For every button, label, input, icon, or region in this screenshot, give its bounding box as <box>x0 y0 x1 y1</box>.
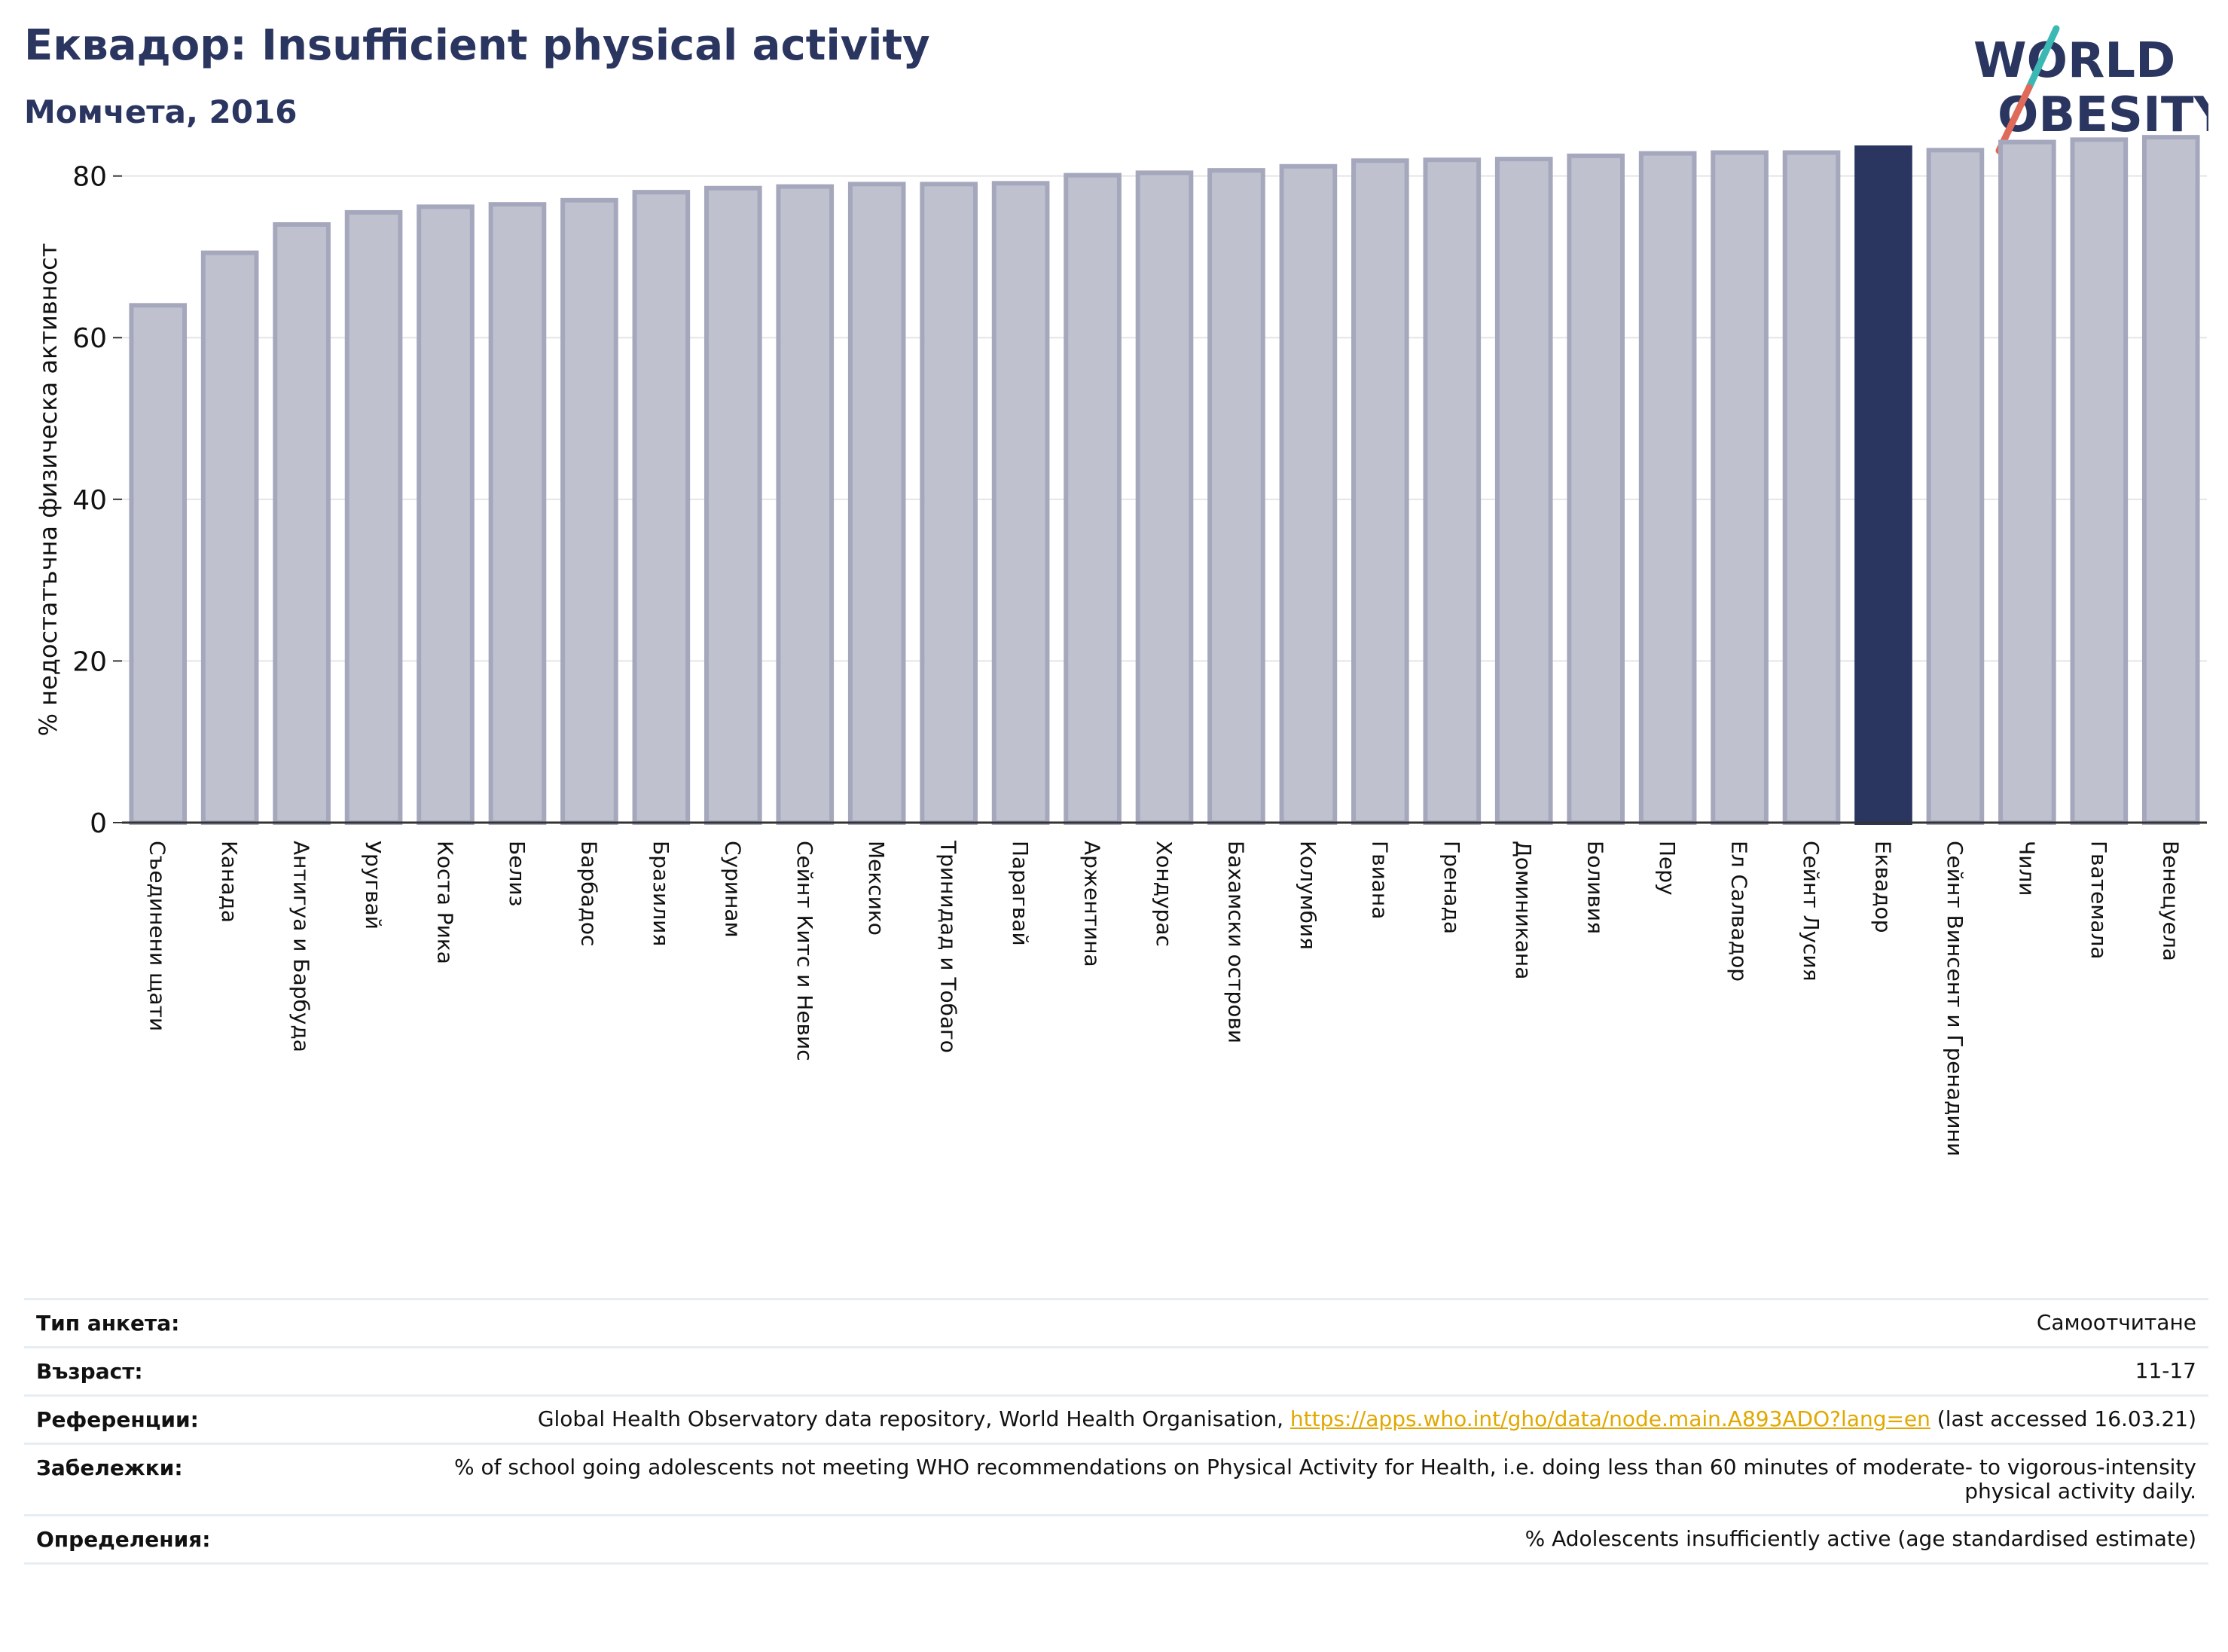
x-tick-label: Сейнт Лусия <box>1799 841 1824 982</box>
x-tick-label: Еквадор <box>1870 841 1895 933</box>
reference-text: Global Health Observatory data repositor… <box>537 1406 1290 1431</box>
bar-highlight <box>1854 145 1912 825</box>
y-tick-label: 0 <box>90 808 107 839</box>
logo-slash-teal <box>2025 25 2060 91</box>
logo-line2: OBESITY <box>1998 87 2208 143</box>
x-tick-label: Аржентина <box>1080 841 1105 967</box>
x-tick-label: Хондурас <box>1152 841 1177 947</box>
info-table: Тип анкета: Самоотчитане Възраст: 11-17 … <box>24 1298 2208 1565</box>
x-tick-label: Коста Рика <box>433 841 458 964</box>
bar-chart: 0 20 40 60 80 Съединени щати Канада Антигуа и Б… <box>72 135 2207 1156</box>
bar <box>776 184 835 826</box>
info-row-survey-type: Тип анкета: Самоотчитане <box>24 1298 2208 1348</box>
bar <box>1351 158 1409 825</box>
bar <box>200 250 259 825</box>
x-tick-label: Тринидад и Тобаго <box>936 840 961 1053</box>
bar <box>1279 163 1338 825</box>
info-row-definitions: Определения: % Adolescents insufficientl… <box>24 1514 2208 1565</box>
info-row-age: Възраст: 11-17 <box>24 1346 2208 1396</box>
bar <box>273 222 331 825</box>
chart-subtitle: Момчета, 2016 <box>24 93 298 130</box>
info-value: 11-17 <box>365 1346 2208 1396</box>
x-tick-label: Белиз <box>505 841 530 906</box>
x-tick-label: Перу <box>1655 841 1680 896</box>
info-row-references: Референции: Global Health Observatory da… <box>24 1394 2208 1444</box>
logo-line1: WORLD <box>1973 33 2175 89</box>
y-tick-label: 80 <box>72 162 107 193</box>
x-tick-label: Гватемала <box>2086 841 2111 960</box>
bar <box>129 303 188 826</box>
bar <box>488 202 547 825</box>
bar <box>560 197 618 826</box>
x-tick-label: Доминикана <box>1511 841 1536 979</box>
bar <box>2070 137 2129 826</box>
x-tick-label: Венецуела <box>2158 841 2183 961</box>
bar <box>1638 151 1697 825</box>
bar <box>1711 150 1769 826</box>
bar <box>1926 148 1985 826</box>
x-tick-label: Гвиана <box>1367 841 1392 919</box>
bar <box>1135 170 1194 826</box>
bar <box>1782 150 1841 826</box>
info-row-notes: Забележки: % of school going adolescents… <box>24 1443 2208 1516</box>
reference-link[interactable]: https://apps.who.int/gho/data/node.main.… <box>1289 1406 1930 1431</box>
bar <box>632 190 691 825</box>
bar <box>1998 139 2056 825</box>
x-tick-label: Бразилия <box>649 841 673 946</box>
bar <box>1423 157 1482 825</box>
x-tick-label: Барбадос <box>576 841 601 946</box>
x-tick-label: Парагвай <box>1008 841 1033 946</box>
x-tick-label: Сейнт Винсент и Гренадини <box>1943 841 1967 1156</box>
info-key: Определения: <box>24 1514 365 1565</box>
x-tick-label: Мексико <box>864 841 889 936</box>
x-tick-label: Боливия <box>1583 841 1608 934</box>
bar <box>1567 153 1625 825</box>
info-key: Забележки: <box>24 1443 365 1516</box>
x-tick-label: Чили <box>2014 841 2039 896</box>
bar <box>920 182 978 825</box>
info-value: % of school going adolescents not meetin… <box>365 1443 2208 1516</box>
y-tick-label: 40 <box>72 485 107 516</box>
x-tick-label: Канада <box>217 841 242 923</box>
bar <box>1064 173 1122 826</box>
y-tick-label: 60 <box>72 323 107 354</box>
bar <box>344 209 403 826</box>
info-value: % Adolescents insufficiently active (age… <box>365 1514 2208 1565</box>
x-tick-label: Ел Салвадор <box>1727 841 1752 982</box>
bar <box>2141 135 2200 826</box>
x-tick-label: Суринам <box>720 841 745 938</box>
x-tick-label: Уругвай <box>361 841 386 930</box>
info-value: Самоотчитане <box>365 1298 2208 1348</box>
bar <box>991 181 1050 825</box>
info-key: Референции: <box>24 1394 365 1444</box>
x-tick-label: Антигуа и Барбуда <box>289 841 314 1052</box>
x-tick-label: Сейнт Китс и Невис <box>792 841 817 1061</box>
bar <box>1207 168 1265 825</box>
bar <box>1494 157 1553 825</box>
reference-accessed: (last accessed 16.03.21) <box>1930 1406 2196 1431</box>
y-tick-label: 20 <box>72 646 107 677</box>
chart-title: Еквадор: Insufficient physical activity <box>24 21 930 70</box>
bar <box>417 204 475 825</box>
bar <box>847 182 906 825</box>
info-value: Global Health Observatory data repositor… <box>365 1394 2208 1444</box>
x-tick-label: Гренада <box>1439 841 1464 934</box>
x-tick-label: Бахамски острови <box>1223 841 1248 1043</box>
bar <box>703 185 762 826</box>
x-tick-label: Колумбия <box>1296 841 1320 950</box>
x-tick-label: Съединени щати <box>145 841 170 1031</box>
info-key: Възраст: <box>24 1346 365 1396</box>
info-key: Тип анкета: <box>24 1298 365 1348</box>
